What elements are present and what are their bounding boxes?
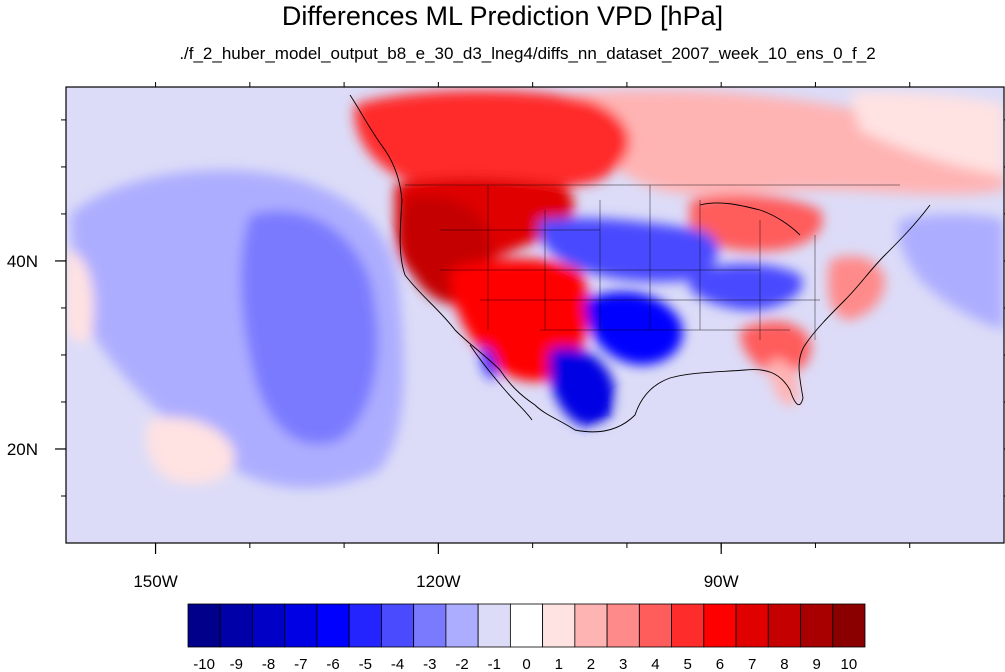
colorbar-label: -3 [423, 656, 436, 672]
region-pacific-southwest [146, 417, 235, 484]
region-canada-northeast [850, 91, 1004, 175]
region-mexico-northeast [549, 347, 616, 427]
colorbar-label: -7 [294, 656, 307, 672]
colorbar-label: -10 [193, 656, 215, 672]
colorbar-swatch [671, 603, 705, 648]
colorbar-swatch [509, 603, 544, 648]
region-great-lakes [690, 194, 823, 252]
region-mexico-south [600, 430, 730, 497]
region-pacific-west-deep [240, 210, 378, 445]
colorbar-swatch [735, 603, 769, 648]
region-pacific-southwest [66, 250, 94, 342]
region-atlantic [898, 214, 1004, 330]
colorbar-label: 3 [619, 656, 627, 672]
colorbar-label: 4 [651, 656, 659, 672]
colorbar-label: 6 [716, 656, 724, 672]
colorbar-swatch [187, 603, 221, 648]
colorbar-swatch [219, 603, 253, 648]
coastline [469, 344, 533, 421]
colorbar-label: 8 [780, 656, 788, 672]
colorbar-swatch [800, 603, 834, 648]
colorbar-swatch [445, 603, 479, 648]
colorbar-swatch [252, 603, 286, 648]
colorbar-label: -4 [391, 656, 404, 672]
colorbar-swatch [638, 603, 672, 648]
y-tick-label: 40N [7, 252, 38, 271]
region-canada-west [354, 90, 630, 190]
colorbar-label: 9 [812, 656, 820, 672]
region-gulf-of-mexico [620, 396, 771, 447]
region-south-central [585, 291, 683, 365]
colorbar-label: 1 [555, 656, 563, 672]
region-central-plains [539, 218, 719, 282]
chart-subtitle: ./f_2_huber_model_output_b8_e_30_d3_lneg… [179, 44, 876, 63]
colorbar-swatch [574, 603, 608, 648]
colorbar-swatch [832, 603, 866, 648]
colorbar-swatch [316, 603, 350, 648]
colorbar-swatch [767, 603, 801, 648]
coastline [349, 94, 576, 431]
colorbar-swatch [703, 603, 737, 648]
x-tick-label: 120W [416, 572, 460, 591]
colorbar-swatch [542, 603, 576, 648]
colorbar-label: 7 [748, 656, 756, 672]
colorbar-swatch [606, 603, 640, 648]
colorbar-label: -9 [230, 656, 243, 672]
x-tick-label: 150W [133, 572, 177, 591]
colorbar-label: -1 [488, 656, 501, 672]
coastline [699, 202, 801, 236]
colorbar-swatch [381, 603, 415, 648]
colorbar: -10 -9 -8 -7 -6 -5 -4 -3 -2 -1 0 1 2 3 4 5 6 7 8 9 10 [187, 603, 866, 672]
y-tick-label: 20N [7, 440, 38, 459]
map-area [66, 87, 1004, 543]
colorbar-swatch [348, 603, 382, 648]
colorbar-swatch [477, 603, 511, 648]
region-ohio-valley [690, 263, 803, 311]
colorbar-label: -8 [262, 656, 275, 672]
colorbar-label: 0 [522, 656, 530, 672]
axes: 150W 120W 90W 40N 20N [7, 82, 1005, 591]
colorbar-swatch [413, 603, 447, 648]
x-tick-label: 90W [704, 572, 739, 591]
colorbar-label: 10 [841, 656, 858, 672]
colorbar-swatch [284, 603, 318, 648]
chart-title: Differences ML Prediction VPD [hPa] [281, 1, 724, 31]
region-southeast [740, 321, 811, 375]
region-caribbean [760, 436, 1004, 543]
plot-frame [65, 86, 1005, 544]
region-baja-coast [480, 345, 497, 380]
colorbar-label: -6 [326, 656, 339, 672]
coastline [574, 204, 931, 433]
colorbar-label: -5 [359, 656, 372, 672]
colorbar-label: 5 [684, 656, 692, 672]
colorbar-label: 2 [587, 656, 595, 672]
colorbar-label: -2 [455, 656, 468, 672]
